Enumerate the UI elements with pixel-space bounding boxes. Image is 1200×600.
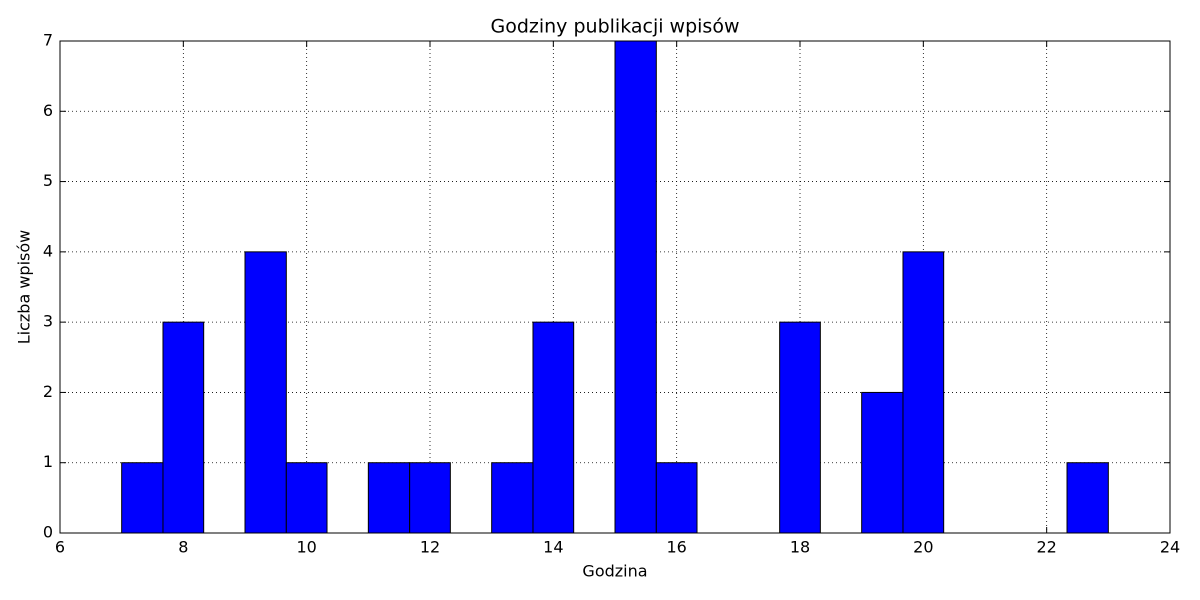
bar — [902, 251, 945, 534]
bar — [614, 40, 657, 534]
plot-frame — [59, 40, 1171, 534]
bar — [162, 321, 205, 534]
x-tick-label: 12 — [420, 538, 440, 557]
y-tick-label: 0 — [43, 523, 53, 542]
y-tick-label: 4 — [43, 241, 53, 260]
y-tick-label: 3 — [43, 312, 53, 331]
y-axis-label: Liczba wpisów — [15, 230, 34, 345]
bar — [532, 321, 575, 534]
y-tick-label: 7 — [43, 31, 53, 50]
y-tick-label: 6 — [43, 101, 53, 120]
x-axis-label: Godzina — [582, 562, 647, 581]
x-tick-label: 22 — [1036, 538, 1056, 557]
chart-title: Godziny publikacji wpisów — [490, 16, 739, 38]
bar — [779, 321, 821, 534]
x-tick-label: 6 — [55, 538, 65, 557]
y-tick-label: 5 — [43, 171, 53, 190]
bar — [1066, 462, 1109, 534]
bar — [244, 251, 287, 534]
bar — [655, 462, 698, 534]
bar — [367, 462, 411, 534]
x-tick-label: 20 — [913, 538, 933, 557]
y-tick-label: 1 — [43, 452, 53, 471]
y-tick-label: 2 — [43, 382, 53, 401]
bar — [121, 462, 164, 534]
bar — [861, 391, 904, 534]
bar — [491, 462, 534, 534]
bar — [285, 462, 328, 534]
bar — [409, 462, 451, 534]
x-tick-label: 18 — [790, 538, 810, 557]
x-tick-label: 10 — [296, 538, 316, 557]
x-tick-label: 16 — [666, 538, 686, 557]
x-tick-label: 14 — [543, 538, 563, 557]
x-tick-label: 8 — [178, 538, 188, 557]
x-tick-label: 24 — [1160, 538, 1180, 557]
